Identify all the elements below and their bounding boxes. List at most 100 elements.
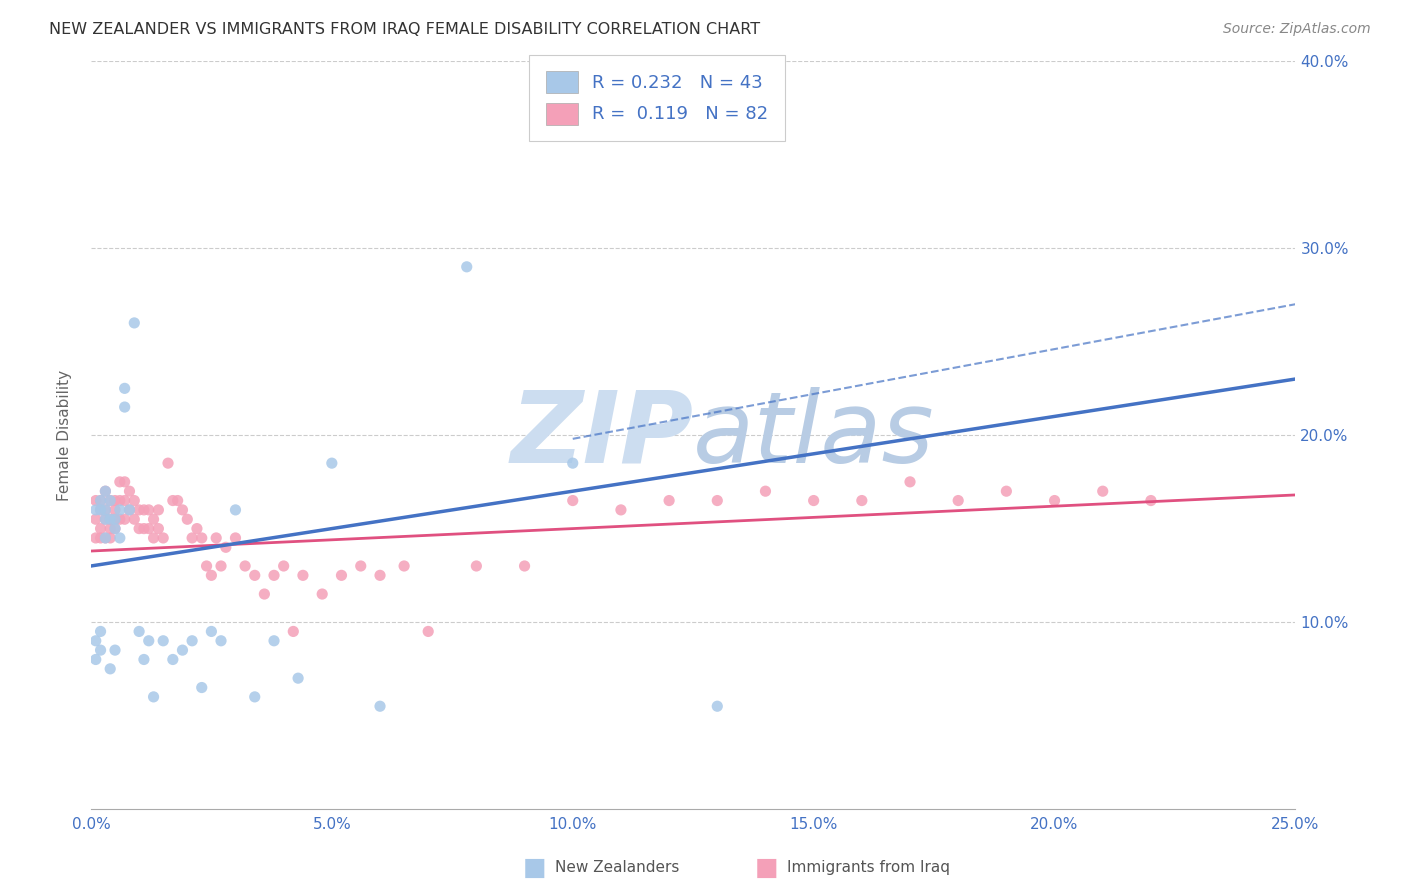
- Point: [205, 531, 228, 545]
- Point: [610, 503, 633, 517]
- Point: [418, 624, 440, 639]
- Point: [148, 522, 170, 536]
- Point: [948, 493, 970, 508]
- Point: [224, 503, 246, 517]
- Point: [392, 559, 415, 574]
- Point: [118, 503, 141, 517]
- Point: [98, 662, 121, 676]
- Point: [128, 522, 150, 536]
- Point: [94, 512, 117, 526]
- Point: [84, 503, 107, 517]
- Point: [108, 531, 131, 545]
- Point: [124, 493, 146, 508]
- Point: [186, 522, 208, 536]
- Point: [166, 493, 188, 508]
- Text: ZIP: ZIP: [510, 386, 693, 483]
- Point: [104, 512, 127, 526]
- Point: [172, 503, 194, 517]
- Point: [138, 522, 160, 536]
- Point: [124, 512, 146, 526]
- Point: [142, 690, 165, 704]
- Text: NEW ZEALANDER VS IMMIGRANTS FROM IRAQ FEMALE DISABILITY CORRELATION CHART: NEW ZEALANDER VS IMMIGRANTS FROM IRAQ FE…: [49, 22, 761, 37]
- Point: [104, 493, 127, 508]
- Text: Immigrants from Iraq: Immigrants from Iraq: [787, 861, 950, 875]
- Point: [90, 643, 112, 657]
- Point: [98, 493, 121, 508]
- Point: [94, 484, 117, 499]
- Point: [513, 559, 536, 574]
- Point: [851, 493, 873, 508]
- Legend: R = 0.232   N = 43, R =  0.119   N = 82: R = 0.232 N = 43, R = 0.119 N = 82: [529, 55, 785, 141]
- Point: [98, 493, 121, 508]
- Point: [114, 475, 136, 489]
- Point: [90, 503, 112, 517]
- Point: [162, 493, 184, 508]
- Point: [84, 493, 107, 508]
- Point: [1091, 484, 1114, 499]
- Point: [561, 493, 583, 508]
- Point: [98, 512, 121, 526]
- Text: ■: ■: [523, 856, 546, 880]
- Point: [233, 559, 256, 574]
- Point: [84, 531, 107, 545]
- Point: [321, 456, 343, 470]
- Point: [273, 559, 295, 574]
- Point: [152, 633, 174, 648]
- Point: [94, 512, 117, 526]
- Point: [90, 493, 112, 508]
- Point: [132, 652, 155, 666]
- Point: [162, 652, 184, 666]
- Point: [152, 531, 174, 545]
- Point: [142, 512, 165, 526]
- Point: [98, 522, 121, 536]
- Point: [754, 484, 776, 499]
- Point: [108, 493, 131, 508]
- Point: [108, 512, 131, 526]
- Point: [215, 541, 238, 555]
- Point: [1043, 493, 1066, 508]
- Text: atlas: atlas: [693, 386, 935, 483]
- Point: [128, 503, 150, 517]
- Point: [190, 531, 212, 545]
- Point: [263, 568, 285, 582]
- Point: [287, 671, 309, 685]
- Point: [94, 531, 117, 545]
- Point: [138, 503, 160, 517]
- Point: [368, 699, 391, 714]
- Point: [200, 624, 222, 639]
- Point: [104, 503, 127, 517]
- Point: [90, 531, 112, 545]
- Point: [224, 531, 246, 545]
- Point: [132, 522, 155, 536]
- Point: [94, 503, 117, 517]
- Point: [253, 587, 276, 601]
- Text: ■: ■: [755, 856, 778, 880]
- Point: [176, 512, 198, 526]
- Point: [114, 400, 136, 414]
- Point: [1140, 493, 1163, 508]
- Point: [263, 633, 285, 648]
- Point: [138, 633, 160, 648]
- Y-axis label: Female Disability: Female Disability: [58, 369, 72, 500]
- Point: [94, 484, 117, 499]
- Point: [124, 316, 146, 330]
- Point: [209, 633, 232, 648]
- Point: [283, 624, 305, 639]
- Point: [157, 456, 180, 470]
- Text: New Zealanders: New Zealanders: [555, 861, 679, 875]
- Point: [94, 531, 117, 545]
- Point: [330, 568, 353, 582]
- Point: [104, 522, 127, 536]
- Point: [108, 475, 131, 489]
- Text: Source: ZipAtlas.com: Source: ZipAtlas.com: [1223, 22, 1371, 37]
- Point: [465, 559, 488, 574]
- Point: [243, 690, 266, 704]
- Point: [114, 493, 136, 508]
- Point: [995, 484, 1018, 499]
- Point: [104, 522, 127, 536]
- Point: [94, 503, 117, 517]
- Point: [181, 633, 204, 648]
- Point: [142, 531, 165, 545]
- Point: [132, 503, 155, 517]
- Point: [803, 493, 825, 508]
